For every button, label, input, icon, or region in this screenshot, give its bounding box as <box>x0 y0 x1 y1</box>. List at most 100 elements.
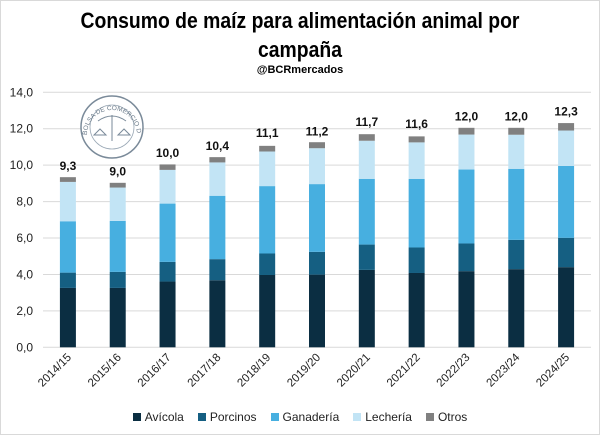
bar-segment-avícola <box>358 269 375 348</box>
bar-segment-otros <box>59 177 76 182</box>
x-tick-label: 2014/15 <box>36 352 74 390</box>
logo-inner-ring <box>89 104 135 150</box>
total-data-label: 11,6 <box>405 117 428 131</box>
bar-segment-ganadería <box>358 178 375 245</box>
legend-swatch <box>270 413 279 421</box>
total-data-label: 12,3 <box>554 104 578 118</box>
legend-swatch <box>197 413 206 421</box>
total-data-label: 9,3 <box>60 159 77 173</box>
legend-item-porcinos: Porcinos <box>197 410 257 424</box>
legend-label: Avícola <box>144 410 184 424</box>
legend-item-otros: Otros <box>425 410 468 424</box>
bar-segment-ganadería <box>209 195 226 260</box>
bar-segment-lechería <box>358 140 375 179</box>
bar-segment-avícola <box>508 269 525 348</box>
bar-segment-otros <box>408 136 425 143</box>
bar-segment-lechería <box>59 181 76 222</box>
x-tick-label: 2018/19 <box>235 352 273 390</box>
total-data-label: 10,4 <box>206 139 230 153</box>
bar-segment-porcinos <box>159 261 176 282</box>
legend-swatch <box>425 413 434 421</box>
legend-label: Otros <box>437 410 468 424</box>
bar-segment-avícola <box>458 271 475 348</box>
y-tick-label: 14,0 <box>10 85 34 99</box>
bar-segment-avícola <box>109 287 126 348</box>
logo-scales-icon <box>92 115 132 141</box>
bar-segment-porcinos <box>558 237 575 268</box>
chart-subtitle: @BCRmercados <box>256 64 344 76</box>
bar-segment-lechería <box>458 134 475 170</box>
bar-segment-avícola <box>59 287 76 348</box>
bar-segment-ganadería <box>309 184 325 252</box>
bar-segment-ganadería <box>508 168 525 240</box>
bar-segment-lechería <box>159 169 176 204</box>
bar-segment-porcinos <box>259 253 276 275</box>
x-tick-label: 2024/25 <box>534 352 572 390</box>
total-data-label: 9,0 <box>109 164 126 178</box>
y-tick-label: 10,0 <box>10 158 34 172</box>
legend-swatch <box>132 413 141 421</box>
legend-swatch <box>353 413 362 421</box>
bar-segment-ganadería <box>408 178 425 248</box>
bar-segment-otros <box>558 123 575 131</box>
bar-segment-otros <box>358 134 375 141</box>
legend-label: Porcinos <box>209 410 257 424</box>
x-tick-label: 2016/17 <box>136 352 174 390</box>
bar-segment-lechería <box>109 187 126 221</box>
x-tick-label: 2020/21 <box>335 352 373 390</box>
bar-segment-porcinos <box>59 272 76 288</box>
legend-item-avícola: Avícola <box>132 410 184 424</box>
bar-segment-ganadería <box>458 169 475 244</box>
chart-title: Consumo de maíz para alimentación animal… <box>80 8 520 62</box>
bar-segment-otros <box>259 145 276 152</box>
bar-segment-lechería <box>209 162 226 196</box>
bar-segment-porcinos <box>458 243 475 272</box>
bar-segment-ganadería <box>109 220 126 272</box>
x-tick-label: 2023/24 <box>485 351 523 389</box>
bar-segment-avícola <box>408 272 425 348</box>
bar-segment-porcinos <box>209 259 226 281</box>
bar-segment-ganadería <box>259 186 276 254</box>
bar-segment-lechería <box>259 151 276 187</box>
total-data-label: 11,2 <box>306 124 329 138</box>
bar-segment-porcinos <box>358 244 375 270</box>
bar-segment-otros <box>508 127 525 135</box>
bar-segment-porcinos <box>309 251 325 275</box>
x-tick-label: 2019/20 <box>285 352 323 390</box>
bar-segment-lechería <box>508 134 525 169</box>
bar-segment-avícola <box>558 267 575 348</box>
y-tick-label: 0,0 <box>16 340 33 354</box>
x-tick-label: 2022/23 <box>435 352 473 390</box>
bar-segment-porcinos <box>508 239 525 270</box>
y-tick-label: 8,0 <box>16 195 33 209</box>
bar-segment-otros <box>209 157 226 163</box>
x-tick-label: 2017/18 <box>186 352 224 390</box>
bar-segment-otros <box>159 164 176 170</box>
bar-segment-otros <box>109 182 126 188</box>
total-data-label: 12,0 <box>505 110 529 124</box>
bar-segment-otros <box>309 142 325 149</box>
x-tick-label: 2021/22 <box>385 352 423 390</box>
bar-segment-lechería <box>408 142 425 179</box>
legend-item-ganadería: Ganadería <box>270 410 340 424</box>
legend-label: Ganadería <box>282 410 340 424</box>
total-data-label: 11,1 <box>256 126 279 140</box>
bar-segment-avícola <box>309 274 325 348</box>
total-data-label: 11,7 <box>355 115 378 129</box>
bar-segment-avícola <box>209 280 226 348</box>
bar-segment-lechería <box>309 148 325 185</box>
legend: Avícola Porcinos Ganadería Lechería Otros <box>0 410 600 424</box>
bar-segment-otros <box>458 127 475 135</box>
x-tick-label: 2015/16 <box>86 352 124 390</box>
y-tick-label: 2,0 <box>16 304 33 318</box>
y-tick-label: 6,0 <box>16 231 33 245</box>
bar-segment-ganadería <box>59 221 76 273</box>
bar-segment-ganadería <box>558 165 575 238</box>
bar-segment-avícola <box>259 274 276 348</box>
y-tick-label: 12,0 <box>10 122 34 136</box>
bar-segment-porcinos <box>109 271 126 288</box>
bar-segment-lechería <box>558 130 575 166</box>
total-data-label: 10,0 <box>156 146 180 160</box>
total-data-label: 12,0 <box>455 110 479 124</box>
